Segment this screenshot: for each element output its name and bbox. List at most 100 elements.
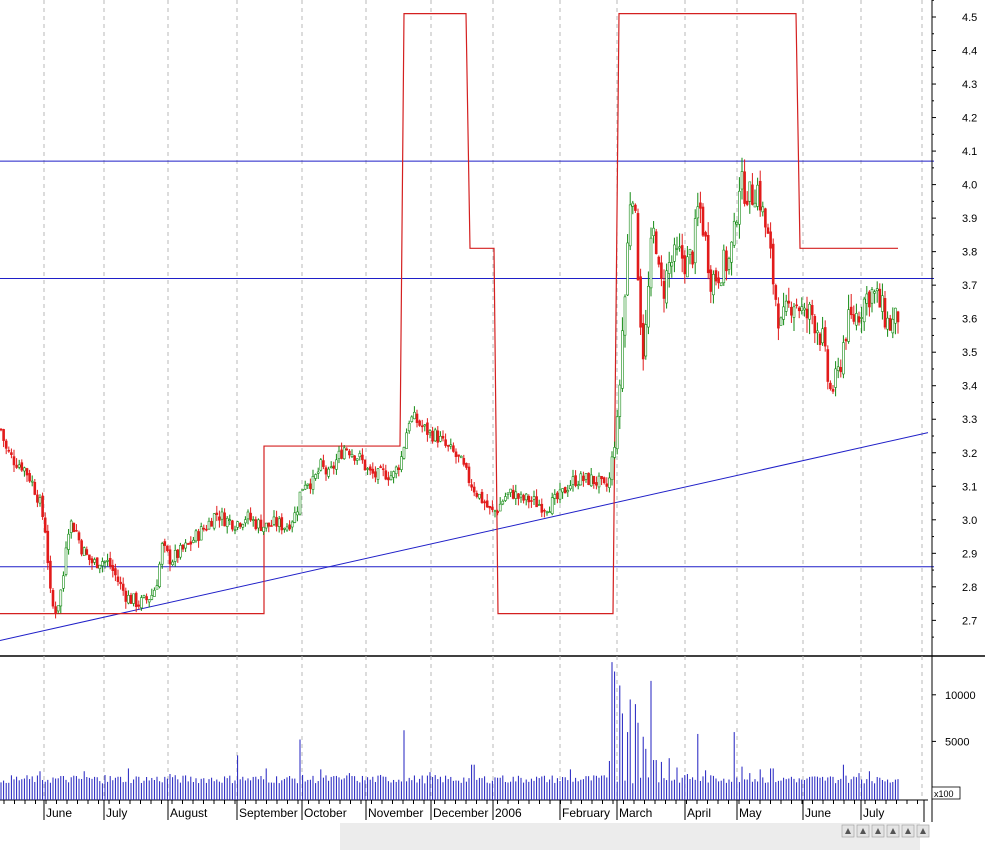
crosshair-icon[interactable]	[871, 824, 885, 838]
candle	[680, 233, 684, 273]
candle-body	[225, 517, 229, 527]
candle	[249, 507, 252, 522]
candle-body	[337, 450, 341, 460]
candle-body	[418, 420, 421, 426]
candle	[501, 499, 505, 506]
candle-body	[834, 368, 837, 388]
candle	[285, 523, 289, 532]
candle-body	[12, 456, 16, 466]
candle	[103, 560, 107, 569]
candle-body	[319, 459, 323, 471]
candle	[49, 555, 52, 593]
candle-body	[176, 549, 180, 558]
candle	[665, 263, 668, 309]
candle	[641, 314, 645, 371]
candle	[509, 488, 512, 498]
horizontal-scrollbar[interactable]	[340, 823, 920, 850]
candle	[363, 459, 367, 471]
candle	[145, 593, 148, 604]
draw-icon[interactable]	[886, 824, 900, 838]
candle-body	[888, 318, 892, 331]
candle-body	[410, 416, 414, 422]
candle	[441, 430, 445, 442]
candle	[488, 505, 492, 515]
candle	[610, 451, 614, 486]
candle	[186, 542, 190, 545]
candle-body	[366, 468, 369, 470]
candle-body	[743, 171, 746, 204]
chart-toolbar[interactable]	[841, 824, 930, 838]
price-tick-label: 4.4	[962, 46, 977, 58]
candle-body	[511, 489, 515, 499]
month-label: December	[433, 806, 488, 820]
candle-body	[753, 202, 757, 208]
candle-body	[275, 517, 278, 527]
candle	[418, 419, 421, 427]
month-label: July	[863, 806, 884, 820]
candle-body	[28, 473, 31, 482]
scroll-right-icon[interactable]	[916, 824, 930, 838]
candle-body	[228, 519, 232, 521]
candle-body	[509, 488, 512, 493]
price-tick-label: 3.9	[962, 213, 977, 225]
candle-body	[67, 533, 70, 550]
price-tick-label: 3.6	[962, 314, 977, 326]
candle	[467, 462, 471, 487]
zoom-icon-glyph	[845, 828, 851, 834]
candle-body	[20, 462, 24, 471]
price-tick-label: 3.2	[962, 448, 977, 460]
candle-body	[173, 550, 177, 562]
candle	[818, 332, 822, 351]
candle	[38, 494, 42, 507]
candle	[111, 559, 115, 578]
candle-body	[844, 338, 848, 342]
candle-body	[155, 585, 159, 590]
pan-icon[interactable]	[856, 824, 870, 838]
candle	[896, 310, 900, 334]
candle	[621, 317, 624, 392]
candle-body	[199, 526, 203, 541]
candle-body	[628, 204, 632, 247]
candle-body	[270, 525, 273, 527]
candle	[355, 458, 359, 465]
candle	[556, 491, 559, 504]
candle-body	[771, 243, 775, 285]
candle-body	[376, 468, 380, 480]
candle	[608, 472, 611, 493]
candle	[423, 424, 427, 432]
candle	[696, 192, 700, 227]
candle-body	[400, 456, 403, 470]
candle-body	[847, 309, 850, 342]
candle	[137, 600, 141, 610]
candle	[888, 314, 892, 331]
candle	[12, 449, 16, 473]
candle-body	[285, 526, 289, 531]
candle-body	[103, 560, 107, 563]
candle-body	[444, 439, 447, 446]
candle	[413, 406, 416, 420]
candle	[647, 271, 650, 335]
candle-body	[290, 521, 294, 528]
candle	[522, 493, 525, 504]
candle-body	[309, 483, 312, 489]
month-label: June	[46, 806, 72, 820]
candle	[127, 590, 130, 605]
candle	[4, 438, 8, 455]
candle	[795, 298, 798, 309]
candle	[836, 357, 840, 379]
candle	[714, 267, 718, 286]
zoom-icon[interactable]	[841, 824, 855, 838]
candle	[654, 228, 658, 255]
candle	[384, 464, 388, 481]
candle-body	[306, 483, 310, 486]
candle-body	[288, 524, 291, 530]
candle-body	[407, 422, 411, 432]
candle	[36, 489, 39, 508]
candle-body	[348, 450, 351, 456]
month-label: May	[739, 806, 762, 820]
candle-body	[119, 581, 122, 585]
candle	[7, 446, 11, 453]
scroll-left-icon[interactable]	[901, 824, 915, 838]
candle-body	[550, 497, 554, 514]
